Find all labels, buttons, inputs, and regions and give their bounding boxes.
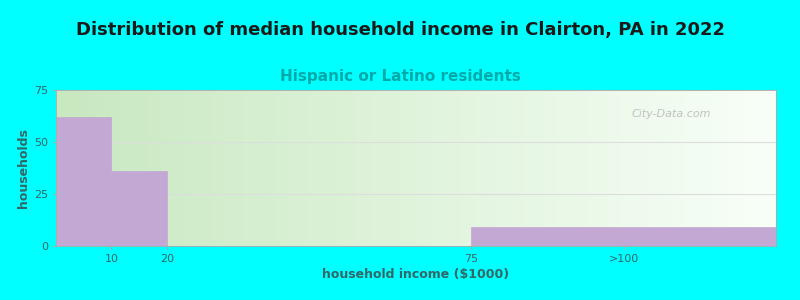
Text: City-Data.com: City-Data.com [632,109,711,119]
Bar [471,227,776,246]
Text: Hispanic or Latino residents: Hispanic or Latino residents [279,69,521,84]
Bar [56,117,111,246]
Text: Distribution of median household income in Clairton, PA in 2022: Distribution of median household income … [75,21,725,39]
Y-axis label: households: households [17,128,30,208]
Bar [111,171,166,246]
X-axis label: household income ($1000): household income ($1000) [322,268,510,281]
